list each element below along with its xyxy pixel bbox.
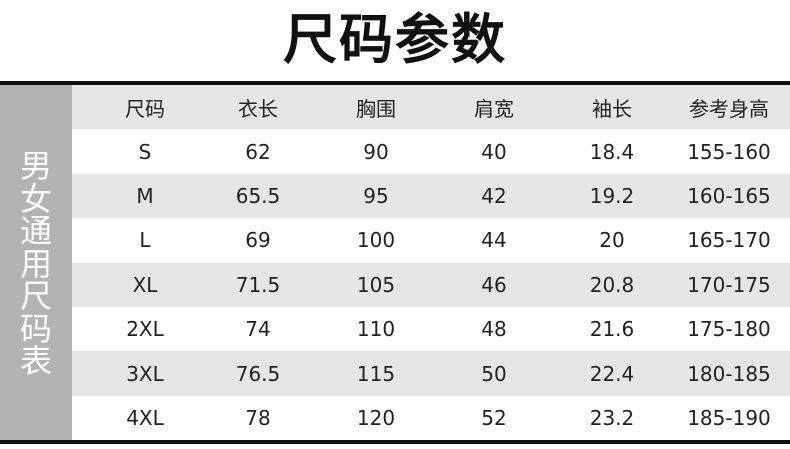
table-cell: S: [138, 139, 152, 164]
size-table: 尺码 衣长 胸围 肩宽 袖长 参考身高 S 62 90 40 18.4 155-160 M 65.5 95 4…: [72, 85, 790, 440]
table-cell: 170-175: [687, 272, 771, 297]
table-cell: 110: [356, 317, 396, 342]
table-cell: 115: [356, 361, 396, 386]
table-cell: 90: [363, 139, 389, 164]
table-cell: 48: [481, 317, 507, 342]
column-header: 肩宽: [474, 96, 514, 121]
table-cell: 50: [481, 361, 507, 386]
table-cell: 20.8: [589, 272, 635, 297]
table-cell: 69: [245, 228, 271, 253]
side-label-char: 尺: [19, 277, 52, 315]
side-label-char: 女: [19, 179, 52, 218]
table-cell: 44: [481, 228, 507, 253]
header-row: 尺码 衣长 胸围 肩宽 袖长 参考身高: [72, 85, 790, 130]
table-cell: 2XL: [126, 317, 164, 342]
side-label-char: 男: [19, 147, 52, 185]
column-header: 袖长: [592, 96, 632, 121]
table-row: L 69 100 44 20 165-170: [72, 218, 790, 262]
table-cell: 105: [356, 272, 396, 297]
table-cell: 18.4: [589, 139, 635, 164]
side-label-panel: [0, 85, 72, 440]
table-cell: 20: [599, 228, 625, 253]
column-header: 尺码: [125, 96, 165, 121]
table-cell: 42: [481, 183, 507, 208]
top-divider: [0, 81, 790, 85]
bottom-divider: [0, 440, 790, 444]
table-cell: 120: [356, 405, 396, 430]
table-row: M 65.5 95 42 19.2 160-165: [72, 173, 790, 219]
side-label-char: 用: [19, 244, 52, 283]
table-row: 3XL 76.5 115 50 22.4 180-185: [72, 351, 790, 396]
table-cell: 62: [245, 139, 271, 164]
table-cell: M: [136, 183, 154, 208]
table-row: S 62 90 40 18.4 155-160: [72, 129, 790, 173]
table-cell: 46: [481, 272, 507, 297]
table-cell: 185-190: [687, 405, 771, 430]
table-cell: 40: [481, 139, 507, 164]
side-label: 男女通用尺码表: [0, 150, 72, 378]
table-cell: 71.5: [235, 272, 281, 297]
side-label-char: 码: [19, 309, 52, 348]
side-label-char: 表: [19, 342, 52, 380]
table-cell: 95: [363, 183, 389, 208]
side-label-char: 通: [19, 212, 52, 250]
table-cell: 65.5: [235, 183, 281, 208]
table-cell: 74: [245, 317, 271, 342]
table-cell: 76.5: [235, 361, 281, 386]
table-cell: 3XL: [126, 361, 164, 386]
table-cell: 21.6: [589, 317, 635, 342]
table-cell: 19.2: [589, 183, 635, 208]
table-cell: 4XL: [126, 405, 164, 430]
table-row: 4XL 78 120 52 23.2 185-190: [72, 396, 790, 440]
table-row: 2XL 74 110 48 21.6 175-180: [72, 307, 790, 351]
table-cell: 160-165: [687, 183, 771, 208]
column-header: 衣长: [238, 96, 278, 121]
column-header: 胸围: [356, 96, 396, 121]
column-header: 参考身高: [689, 96, 769, 121]
table-cell: 175-180: [687, 317, 771, 342]
table-cell: XL: [132, 272, 158, 297]
table-cell: L: [139, 228, 151, 253]
table-cell: 23.2: [589, 405, 635, 430]
table-cell: 180-185: [687, 361, 771, 386]
page-title: 尺码参数: [283, 8, 507, 71]
table-cell: 52: [481, 405, 507, 430]
table-cell: 165-170: [687, 228, 771, 253]
table-row: XL 71.5 105 46 20.8 170-175: [72, 262, 790, 307]
table-cell: 155-160: [687, 139, 771, 164]
table-cell: 78: [245, 405, 271, 430]
table-cell: 22.4: [589, 361, 635, 386]
table-cell: 100: [356, 228, 396, 253]
